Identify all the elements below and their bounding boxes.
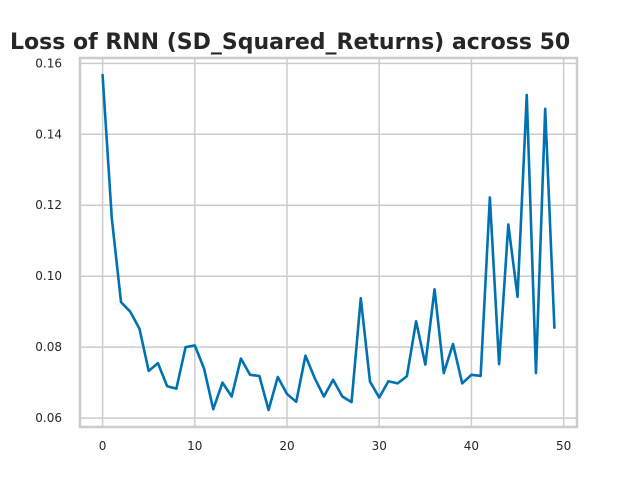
x-tick-label: 10 <box>187 439 202 453</box>
y-tick-label: 0.06 <box>35 411 62 425</box>
y-tick-label: 0.08 <box>35 340 62 354</box>
tick-labels: 0 10 20 30 40 50 0.06 0.08 0.10 0.12 0.14 0.16 <box>35 56 571 453</box>
x-tick-label: 50 <box>556 439 571 453</box>
chart-title: Loss of RNN (SD_Squared_Returns) across … <box>10 30 570 55</box>
x-tick-label: 40 <box>464 439 479 453</box>
x-tick-label: 0 <box>99 439 107 453</box>
plot-frame <box>78 56 579 429</box>
x-tick-label: 20 <box>279 439 294 453</box>
y-tick-label: 0.10 <box>35 269 62 283</box>
y-tick-label: 0.12 <box>35 198 62 212</box>
y-tick-label: 0.16 <box>35 56 62 70</box>
series-layer <box>101 73 556 412</box>
x-tick-label: 30 <box>372 439 387 453</box>
y-tick-label: 0.14 <box>35 127 62 141</box>
grid-layer <box>80 58 577 427</box>
loss-series-line <box>101 73 556 412</box>
